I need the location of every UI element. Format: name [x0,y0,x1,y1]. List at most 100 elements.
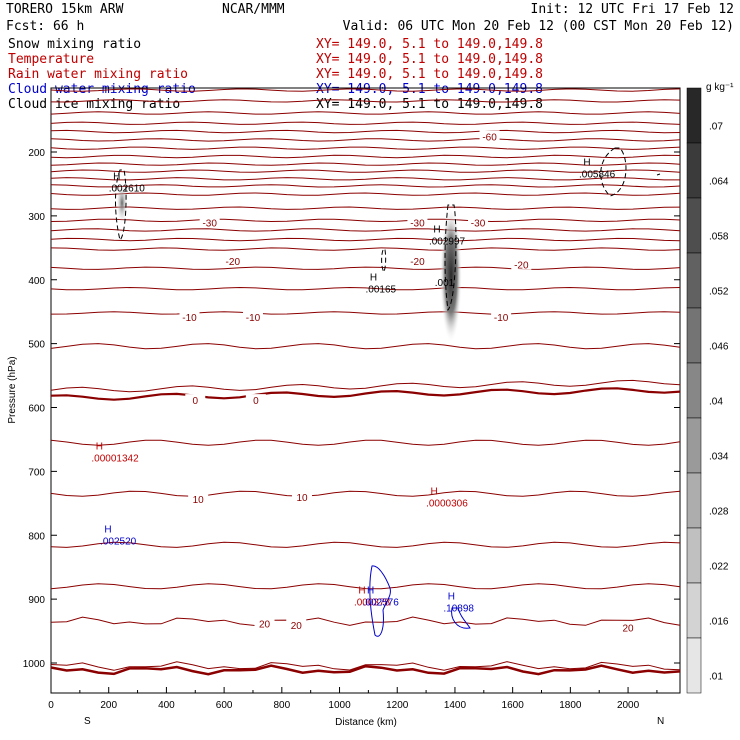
colorbar-swatch-10 [686,637,702,694]
contour-label-bg-9 [491,311,512,323]
contour-label-bg-14 [254,617,275,629]
isotherm-25 [50,490,681,497]
extremum-mark-6: H [430,486,437,497]
x-tick-label-600: 600 [216,700,233,711]
snow-small-area [116,181,128,225]
isotherm-26 [50,541,681,548]
contour-label-9: -10 [494,313,509,324]
x-tick-label-0: 0 [48,700,54,711]
extremum-value-9: .002576 [363,597,400,608]
isotherm-11 [50,184,681,188]
isotherm-15 [50,228,681,232]
isotherm-27 [50,583,681,590]
contour-label-bg-5 [407,254,428,266]
extremum-mark-1: H [370,272,377,283]
contour-label-bg-8 [242,311,263,323]
isotherm-8 [50,162,681,166]
isotherm-22 [50,379,681,393]
contour-label-11: 0 [253,396,259,407]
x-axis-title: Distance (km) [335,717,397,728]
snow-maximum-core [440,207,462,343]
extremum-value-6: .0000306 [426,498,468,509]
legend-xy-rain: XY= 149.0, 5.1 to 149.0,149.8 [316,67,543,82]
isotherm-28 [50,616,681,627]
isotherm-13 [50,206,681,210]
y-tick-label-900: 900 [28,595,45,606]
legend-name-temperature: Temperature [8,52,94,67]
cloud-water-contours [369,565,471,637]
y-axis-title: Pressure (hPa) [7,356,18,423]
contour-label-4: -20 [226,257,241,268]
contour-label-bg-6 [511,258,532,270]
y-tick-label-300: 300 [28,212,45,223]
org-title: NCAR/MMM [222,2,285,17]
colorbar-level-7: .028 [709,507,729,518]
isotherm-0 [50,88,681,92]
cloud-water-contour-b [451,607,471,629]
y-tick-label-800: 800 [28,531,45,542]
extremum-mark-10: H [448,592,455,603]
colorbar-swatch-5 [686,362,702,419]
temperature-isotherms [50,88,681,676]
contour-label-12: 10 [193,495,205,506]
legend-xy-temperature: XY= 149.0, 5.1 to 149.0,149.8 [316,52,543,67]
x-tick-label-200: 200 [100,700,117,711]
contour-label-bg-10 [185,394,206,406]
isotherm-21 [50,343,681,350]
colorbar-level-5: .04 [709,397,723,408]
contour-label-bg-0 [479,130,500,142]
y-tick-label-700: 700 [28,467,45,478]
colorbar-unit: g kg⁻¹ [706,82,734,93]
contour-label-10: 0 [192,396,198,407]
colorbar-swatch-3 [686,252,702,309]
contour-label-0: -60 [482,132,497,143]
extremum-value-7: .002520 [100,537,137,548]
colorbar-swatch-2 [686,197,702,254]
y-tick-label-600: 600 [28,404,45,415]
extremum-mark-8: H [358,585,365,596]
colorbar-swatch-6 [686,417,702,474]
isotherm-20 [50,311,681,315]
isotherm-2 [50,111,681,115]
contour-label-5: -20 [410,257,425,268]
isotherm-3 [50,121,681,125]
contour-label-13: 10 [296,493,308,504]
isotherm-17 [50,247,681,251]
colorbar-level-6: .034 [709,452,729,463]
x-tick-label-1200: 1200 [386,700,409,711]
ice-contour-left [115,169,127,241]
contour-label-7: -10 [182,313,197,324]
extremum-value-2: .002997 [429,236,466,247]
contour-label-bg-1 [199,216,220,228]
x-tick-label-800: 800 [273,700,290,711]
contour-label-2: -30 [410,219,425,230]
ice-contour-small [381,249,387,274]
contour-label-bg-12 [188,493,209,505]
contour-label-bg-4 [222,254,243,266]
isotherm-6 [50,146,681,150]
colorbar-level-10: .01 [709,672,723,683]
colorbar-level-9: .016 [709,617,729,628]
extremum-value-0: .002610 [109,183,146,194]
plot-frame [50,87,681,694]
contour-label-14: 20 [259,620,271,631]
south-label: S [84,716,91,727]
colorbar-swatch-7 [686,472,702,529]
colorbar-level-1: .064 [709,177,729,188]
ice-contour-dot [656,173,661,176]
colorbar-level-8: .022 [709,562,729,573]
x-tick-label-1000: 1000 [328,700,351,711]
isotherm-1 [50,99,681,103]
colorbar-level-4: .046 [709,342,729,353]
isotherm-19 [50,286,681,291]
extremum-mark-7: H [104,525,111,536]
cloud-water-contour-a [369,565,391,637]
legend-xy-cloud-ice: XY= 149.0, 5.1 to 149.0,149.8 [316,97,543,112]
contour-label-bg-3 [468,216,489,228]
isotherm-9 [50,169,681,173]
x-axis: 0 200 400 600 800 1000 1200 1400 1600 1800 2000 [48,687,658,711]
forecast-hour: Fcst: 66 h [6,19,84,34]
isotherm-24 [50,439,681,446]
